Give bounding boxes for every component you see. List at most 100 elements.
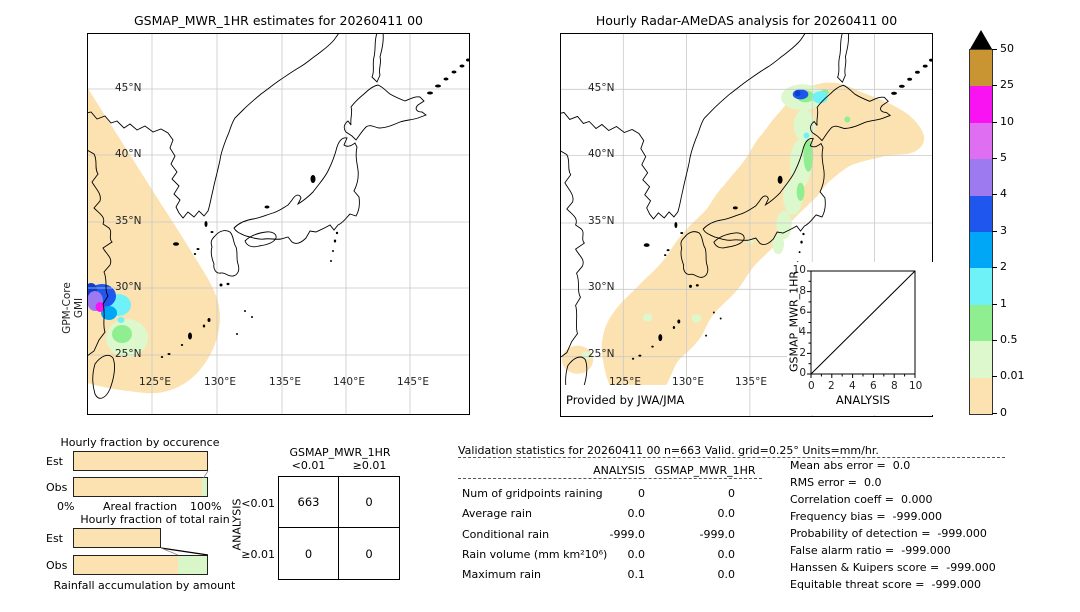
stats-row-label: Rain volume (mm km²10⁶) xyxy=(462,548,608,561)
lat-label: 35°N xyxy=(588,215,615,227)
lat-label: 35°N xyxy=(115,215,142,227)
occurrence-est-label: Est xyxy=(46,455,63,468)
lat-label: 25°N xyxy=(115,348,142,360)
contingency-col-label: ≥0.01 xyxy=(352,459,387,472)
colorbar xyxy=(969,49,993,415)
radar-coverage-region xyxy=(601,82,925,403)
right-map-border xyxy=(560,33,933,417)
colorbar-segment xyxy=(970,86,992,123)
stat-scalar-label: RMS error = xyxy=(790,476,857,489)
totalrain-connector xyxy=(160,547,209,556)
colorbar-tick xyxy=(992,376,997,377)
occurrence-obs-bar xyxy=(73,477,208,497)
lon-label: 145°E xyxy=(397,376,429,388)
stats-row-gsmap-value: 0 xyxy=(728,487,735,500)
inset-y-tick: 2 xyxy=(799,347,806,359)
colorbar-tick-label: 1 xyxy=(1000,297,1007,310)
contingency-cell: 0 xyxy=(339,477,399,528)
lat-label: 30°N xyxy=(588,281,615,293)
inset-y-axis-label: GSMAP_MWR_1HR xyxy=(787,270,801,373)
lat-label: 30°N xyxy=(115,281,142,293)
stats-row-gsmap-value: 0.0 xyxy=(717,548,736,561)
inset-y-tick: 10 xyxy=(792,264,806,276)
inset-scatter-panel: 0 2 4 6 8 10 0 2 4 6 8 10 GSMAP_MWR_1HR … xyxy=(787,262,933,415)
colorbar-tick xyxy=(992,85,997,86)
totalrain-obs-bar-beige xyxy=(74,556,178,574)
contingency-cell: 0 xyxy=(279,528,339,579)
inset-x-tick: 6 xyxy=(870,380,877,392)
right-map-panel: 45°N 40°N 35°N 30°N 25°N 125°E 130°E 135… xyxy=(560,33,933,417)
lat-label: 45°N xyxy=(115,82,142,94)
stat-scalar-label: Frequency bias = xyxy=(790,510,886,523)
colorbar-tick-label: 3 xyxy=(1000,224,1007,237)
stats-row-analysis-value: 0.0 xyxy=(627,548,646,561)
stats-row-gsmap-value: 0.0 xyxy=(717,507,736,520)
contingency-title: GSMAP_MWR_1HR xyxy=(289,446,391,459)
colorbar-segment xyxy=(970,304,992,342)
stat-scalar-label: Correlation coeff = xyxy=(790,493,894,506)
colorbar-tick xyxy=(992,267,997,268)
totalrain-obs-bar xyxy=(73,555,208,575)
occurrence-est-bar xyxy=(73,451,208,471)
occurrence-x-min: 0% xyxy=(57,500,75,513)
colorbar-segment xyxy=(970,232,992,269)
colorbar-tick xyxy=(992,340,997,341)
stat-scalar: Hanssen & Kuipers score = -999.000 xyxy=(790,561,996,574)
contingency-row-label: ≥0.01 xyxy=(241,548,275,561)
right-map-svg xyxy=(560,33,933,417)
colorbar-tick xyxy=(992,304,997,305)
stat-scalar: Equitable threat score = -999.000 xyxy=(790,578,981,591)
stat-scalar-value: -999.000 xyxy=(937,527,987,540)
gpm-swath-region xyxy=(87,87,220,394)
stats-row-label: Maximum rain xyxy=(462,568,541,581)
colorbar-segment xyxy=(970,50,992,87)
lat-label: 40°N xyxy=(115,148,142,160)
stat-scalar-value: -999.000 xyxy=(946,561,996,574)
inset-ticks xyxy=(807,270,916,378)
totalrain-obs-label: Obs xyxy=(46,559,68,572)
stat-scalar-label: False alarm ratio = xyxy=(790,544,895,557)
identity-line xyxy=(810,270,916,375)
colorbar-tick-label: 10 xyxy=(1000,115,1014,128)
lat-label: 40°N xyxy=(588,148,615,160)
stats-row-gsmap-value: -999.0 xyxy=(699,528,735,541)
stat-scalar-label: Probability of detection = xyxy=(790,527,931,540)
stat-scalar: Probability of detection = -999.000 xyxy=(790,527,987,540)
left-map-svg xyxy=(87,33,470,415)
colorbar-segment xyxy=(970,268,992,305)
inset-y-tick: 4 xyxy=(799,326,806,338)
occurrence-x-max: 100% xyxy=(190,500,222,513)
stat-scalar: False alarm ratio = -999.000 xyxy=(790,544,951,557)
totalrain-est-bar xyxy=(73,528,161,548)
colorbar-tick-label: 4 xyxy=(1000,187,1007,200)
stats-header: Validation statistics for 20260411 00 n=… xyxy=(458,444,879,457)
stats-row-label: Conditional rain xyxy=(462,528,550,541)
stat-scalar: Frequency bias = -999.000 xyxy=(790,510,942,523)
lon-label: 125°E xyxy=(139,376,171,388)
colorbar-tick xyxy=(992,158,997,159)
stat-scalar-value: -999.000 xyxy=(901,544,951,557)
left-map-border xyxy=(87,33,470,415)
stat-scalar: Mean abs error = 0.0 xyxy=(790,459,910,472)
colorbar-segment xyxy=(970,122,992,160)
occurrence-connector xyxy=(203,470,209,479)
stat-scalar-value: 0.0 xyxy=(892,459,911,472)
lat-label: 45°N xyxy=(588,82,615,94)
lon-label: 130°E xyxy=(204,376,236,388)
stats-divider xyxy=(458,478,762,479)
right-map-title: Hourly Radar-AMeDAS analysis for 2026041… xyxy=(595,13,898,28)
left-map-sensor-name-label: GMI xyxy=(73,297,85,319)
lon-label: 140°E xyxy=(333,376,365,388)
contingency-cell: 0 xyxy=(365,546,373,561)
left-map-sensor-platform-label: GPM-Core xyxy=(61,282,73,334)
occurrence-obs-label: Obs xyxy=(46,481,68,494)
inset-x-axis-label: ANALYSIS xyxy=(835,393,891,407)
inset-y-tick: 0 xyxy=(799,367,806,379)
contingency-col-label: <0.01 xyxy=(291,459,326,472)
occurrence-x-label: Areal fraction xyxy=(102,500,178,513)
colorbar-tick-label: 2 xyxy=(1000,260,1007,273)
stats-row-analysis-value: -999.0 xyxy=(609,528,645,541)
colorbar-segment xyxy=(970,159,992,196)
left-precip-blobs xyxy=(87,283,148,357)
credit-box: Provided by JWA/JMA xyxy=(561,385,741,416)
